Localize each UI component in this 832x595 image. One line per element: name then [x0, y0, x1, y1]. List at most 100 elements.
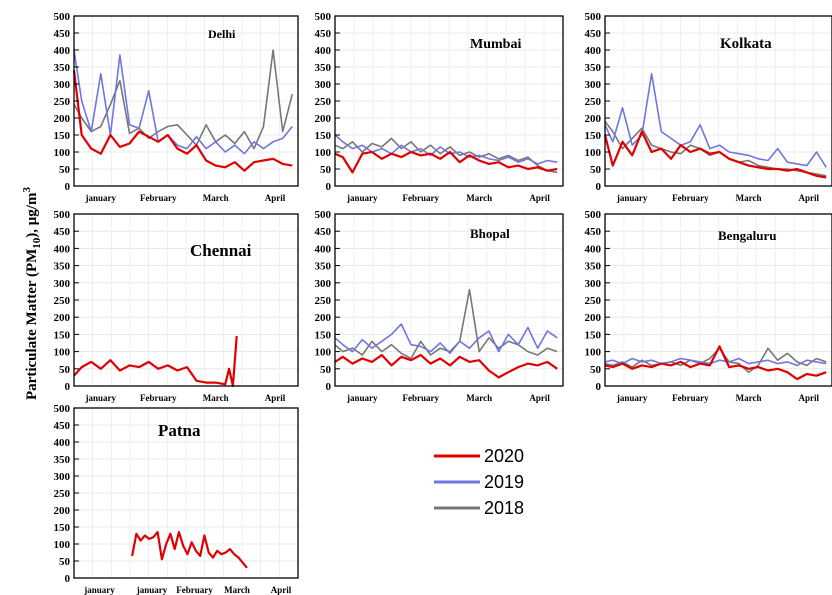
series-line-2018	[604, 120, 827, 177]
y-tick-label: 400	[315, 243, 332, 255]
panel-title: Kolkata	[720, 36, 772, 52]
y-tick-label: 250	[54, 488, 71, 500]
y-tick-label: 500	[54, 403, 71, 415]
x-tick-label: April	[265, 393, 286, 403]
x-tick-label: january	[85, 393, 117, 403]
y-tick-label: 150	[54, 329, 71, 341]
y-tick-label: 500	[54, 11, 71, 23]
y-tick-label: 350	[585, 261, 602, 273]
x-tick-label: january	[346, 193, 378, 203]
x-tick-label: january	[136, 585, 168, 595]
legend-label-2019: 2019	[484, 472, 524, 492]
y-tick-label: 450	[54, 420, 71, 432]
series-line-2020	[604, 345, 827, 381]
panel-title: Chennai	[190, 241, 252, 260]
y-tick-label: 450	[54, 28, 71, 40]
x-tick-label: February	[672, 193, 709, 203]
x-tick-label: March	[466, 393, 492, 403]
panel-bhopal: 0 50 100 150 200 250 300 350 400 450 500 january Feb…	[315, 209, 564, 403]
y-tick-label: 300	[54, 471, 71, 483]
legend: 2020 2019 2018	[434, 446, 524, 518]
panel-title: Patna	[158, 421, 201, 440]
x-tick-label: February	[402, 193, 439, 203]
y-tick-label: 50	[320, 364, 332, 376]
series-line-2020	[72, 70, 293, 172]
y-tick-label: 250	[54, 96, 71, 108]
y-tick-label: 0	[65, 381, 71, 393]
x-tick-label: April	[798, 193, 819, 203]
y-tick-label: 50	[59, 556, 71, 568]
y-tick-label: 300	[315, 278, 332, 290]
y-tick-label: 300	[585, 278, 602, 290]
y-tick-label: 200	[54, 113, 71, 125]
y-tick-label: 100	[315, 147, 332, 159]
y-tick-label: 450	[315, 226, 332, 238]
y-tick-label: 200	[54, 312, 71, 324]
x-tick-label: February	[140, 193, 177, 203]
y-tick-label: 100	[315, 347, 332, 359]
y-tick-label: 50	[59, 364, 71, 376]
y-tick-label: 250	[585, 96, 602, 108]
y-tick-label: 500	[54, 209, 71, 221]
y-tick-label: 150	[585, 130, 602, 142]
y-tick-label: 450	[585, 226, 602, 238]
y-tick-label: 250	[54, 295, 71, 307]
y-tick-label: 300	[54, 278, 71, 290]
y-axis-label-unit: ), μg/m	[24, 192, 40, 238]
x-tick-label: April	[265, 193, 286, 203]
panel-patna: 0 50 100 150 200 250 300 350 400 450 500 january jan…	[54, 403, 299, 595]
x-tick-label: February	[672, 393, 709, 403]
y-tick-label: 400	[54, 437, 71, 449]
panel-title: Delhi	[208, 27, 236, 41]
y-tick-label: 200	[54, 505, 71, 517]
panel-delhi: 0 50 100 150 200 250 300 350 400 450 500 january Feb…	[54, 11, 299, 203]
y-axis-label-sup: 3	[21, 187, 33, 193]
x-tick-label: March	[203, 193, 229, 203]
y-axis-label: Particulate Matter (PM10), μg/m3	[21, 187, 43, 400]
y-tick-label: 150	[54, 130, 71, 142]
y-tick-label: 500	[585, 11, 602, 23]
y-tick-label: 250	[585, 295, 602, 307]
y-tick-label: 500	[585, 209, 602, 221]
y-tick-label: 200	[585, 312, 602, 324]
y-tick-label: 0	[596, 381, 602, 393]
y-tick-label: 300	[315, 79, 332, 91]
y-tick-label: 150	[315, 130, 332, 142]
y-axis-label-main: Particulate Matter (PM	[24, 249, 40, 400]
y-tick-label: 500	[315, 209, 332, 221]
y-tick-label: 100	[585, 147, 602, 159]
y-tick-label: 400	[54, 243, 71, 255]
series-line-2020	[73, 336, 238, 388]
x-tick-label: March	[203, 393, 229, 403]
panel-title: Bengaluru	[718, 228, 777, 243]
y-tick-label: 100	[54, 539, 71, 551]
y-axis-label-sub: 10	[31, 237, 43, 249]
y-tick-label: 50	[590, 364, 602, 376]
x-tick-label: April	[529, 193, 550, 203]
y-tick-label: 50	[320, 164, 332, 176]
y-tick-label: 200	[315, 312, 332, 324]
series-line-2020	[334, 150, 558, 174]
y-tick-label: 100	[54, 347, 71, 359]
x-tick-label: March	[736, 193, 762, 203]
legend-label-2020: 2020	[484, 446, 524, 466]
x-tick-label: April	[271, 585, 292, 595]
y-tick-label: 350	[585, 62, 602, 74]
y-tick-label: 400	[585, 243, 602, 255]
series-line-2018	[73, 49, 294, 150]
y-tick-label: 250	[315, 295, 332, 307]
y-tick-label: 400	[315, 45, 332, 57]
x-tick-label: january	[616, 393, 648, 403]
x-tick-label: March	[736, 393, 762, 403]
y-tick-label: 450	[585, 28, 602, 40]
series-line-2019	[604, 357, 827, 367]
y-tick-label: 450	[54, 226, 71, 238]
y-tick-label: 200	[315, 113, 332, 125]
y-tick-label: 0	[596, 181, 602, 193]
series-line-2019	[334, 134, 558, 165]
y-tick-label: 350	[54, 62, 71, 74]
y-tick-label: 400	[54, 45, 71, 57]
x-tick-label: january	[83, 585, 115, 595]
